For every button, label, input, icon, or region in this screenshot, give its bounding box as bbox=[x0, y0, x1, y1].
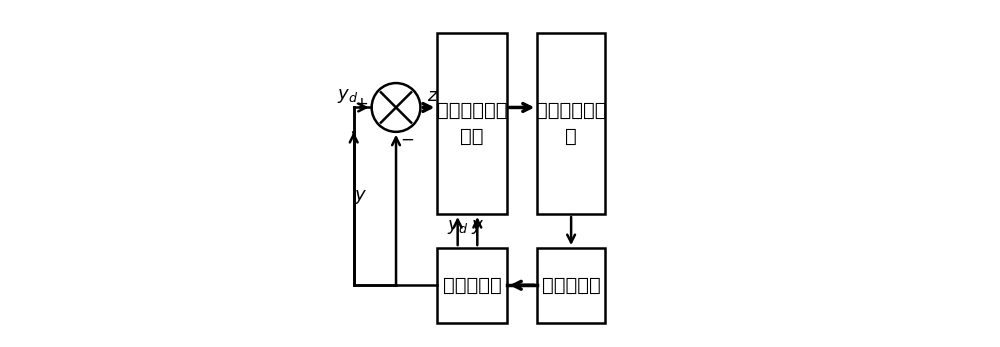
Bar bbox=[437, 248, 507, 322]
Text: $y$: $y$ bbox=[471, 218, 484, 236]
Text: $z$: $z$ bbox=[427, 87, 439, 104]
Text: −: − bbox=[400, 130, 414, 148]
Text: +: + bbox=[354, 95, 368, 113]
Text: $y_d$: $y_d$ bbox=[447, 218, 468, 236]
Text: 机械臂控制电
柜: 机械臂控制电 柜 bbox=[536, 101, 606, 146]
Text: 灵巧手环节: 灵巧手环节 bbox=[542, 276, 600, 295]
Text: 视觉传感器: 视觉传感器 bbox=[443, 276, 501, 295]
Text: $y$: $y$ bbox=[354, 188, 368, 206]
Bar bbox=[537, 248, 605, 322]
Bar bbox=[437, 33, 507, 214]
Text: $y_d$: $y_d$ bbox=[337, 87, 359, 104]
Bar bbox=[537, 33, 605, 214]
Text: 模糊自适应控
制器: 模糊自适应控 制器 bbox=[437, 101, 507, 146]
